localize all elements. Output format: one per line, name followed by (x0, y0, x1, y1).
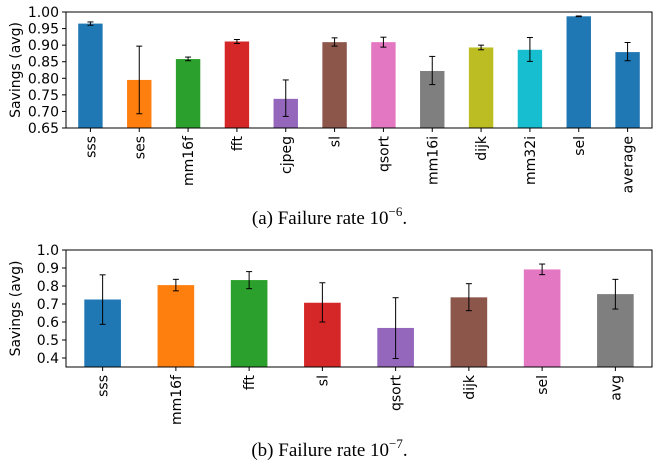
x-tick-label-sss: sss (96, 375, 112, 397)
y-tick-label: 0.70 (28, 104, 59, 120)
plot-frame (65, 249, 653, 368)
error-bar-dijk (478, 44, 485, 51)
x-tick-label-mm32i: mm32i (523, 136, 539, 185)
y-tick-label: 0.5 (37, 333, 59, 349)
bar-mm32i (517, 49, 543, 129)
bar-sel (523, 269, 561, 367)
x-tick-label-sl: sl (315, 375, 331, 386)
error-bar-mm32i (526, 37, 533, 62)
x-tick-label-cjpeg: cjpeg (279, 136, 295, 174)
error-bar-sss (99, 274, 106, 325)
error-bar-sel (539, 263, 546, 276)
x-tick-label-ses: ses (132, 136, 148, 159)
x-tick-label-dijk: dijk (462, 374, 478, 400)
plot-frame (65, 11, 653, 129)
y-tick-label: 0.8 (37, 279, 59, 295)
bar-sl (322, 42, 347, 128)
caption-exponent: −6 (389, 204, 403, 219)
error-bar-mm16f (185, 56, 192, 62)
x-tick-label-sss: sss (83, 136, 99, 158)
error-bar-dijk (465, 283, 472, 312)
y-tick-label: 0.9 (37, 261, 59, 277)
bar-sss (78, 23, 103, 129)
chart-failure-rate-1e-7: 0.4 0.5 0.6 0.7 0.8 0.9 1.0 sss mm16f fft sl qsort d… (8, 243, 653, 461)
error-bar-avg (612, 278, 619, 310)
bar-qsort (371, 42, 396, 128)
x-tick-label-mm16i: mm16i (425, 136, 441, 185)
bar-mm16f (175, 59, 201, 128)
x-tick-label-fft: fft (230, 135, 246, 151)
x-tick-label-mm16f: mm16f (169, 374, 185, 425)
y-tick-label: 0.65 (28, 121, 59, 137)
error-bar-fft (233, 39, 240, 44)
caption-suffix: . (402, 208, 407, 229)
error-bar-fft (246, 271, 253, 290)
bar-fft (230, 280, 268, 367)
y-tick-label: 0.80 (28, 71, 59, 87)
y-axis-label: Savings (avg) (8, 261, 24, 357)
error-bar-average (624, 41, 631, 62)
error-bar-cjpeg (282, 79, 289, 117)
y-tick-label: 0.95 (28, 22, 59, 38)
x-tick-label-qsort: qsort (376, 135, 392, 172)
x-tick-label-sel: sel (572, 136, 588, 156)
caption: (a) Failure rate 10−6. (252, 204, 407, 229)
x-tick-label-mm16f: mm16f (181, 135, 197, 186)
y-tick-label: 0.85 (28, 55, 59, 71)
y-tick-label: 0.75 (28, 88, 59, 104)
y-tick-label: 0.7 (37, 297, 59, 313)
caption-suffix: . (403, 440, 408, 461)
y-tick-label: 0.90 (28, 38, 59, 54)
error-bar-sss (87, 21, 94, 26)
bar-dijk (468, 47, 494, 128)
x-tick-label-sl: sl (328, 136, 344, 147)
y-tick-label: 1.0 (37, 243, 59, 259)
error-bar-mm16f (172, 278, 179, 292)
y-axis-label: Savings (avg) (8, 22, 24, 118)
bar-fft (224, 41, 250, 128)
error-bar-mm16i (429, 55, 436, 86)
x-tick-label-sel: sel (535, 375, 551, 395)
bar-sel (566, 16, 591, 128)
y-tick-label: 1.00 (28, 5, 59, 21)
chart-failure-rate-1e-6: 0.650.700.750.800.850.900.951.00 sss ses mm… (8, 5, 653, 229)
caption-prefix: (a) Failure rate 10 (252, 208, 389, 229)
x-tick-label-average: average (621, 136, 637, 193)
x-tick-label-fft: fft (242, 374, 258, 390)
x-tick-label-qsort: qsort (389, 374, 405, 411)
error-bar-sl (331, 37, 338, 47)
error-bar-sl (319, 282, 326, 323)
error-bar-qsort (392, 297, 399, 360)
y-tick-label: 0.4 (37, 351, 59, 367)
bar-average (615, 52, 640, 128)
x-tick-label-dijk: dijk (474, 135, 490, 161)
caption-exponent: −7 (389, 436, 403, 451)
error-bar-sel (575, 15, 582, 18)
error-bar-qsort (380, 36, 387, 48)
x-tick-label-avg: avg (608, 375, 624, 401)
bar-mm16f (157, 285, 195, 367)
error-bar-ses (136, 45, 143, 115)
caption: (b) Failure rate 10−7. (251, 436, 407, 461)
caption-prefix: (b) Failure rate 10 (251, 440, 389, 461)
y-tick-label: 0.6 (37, 315, 59, 331)
